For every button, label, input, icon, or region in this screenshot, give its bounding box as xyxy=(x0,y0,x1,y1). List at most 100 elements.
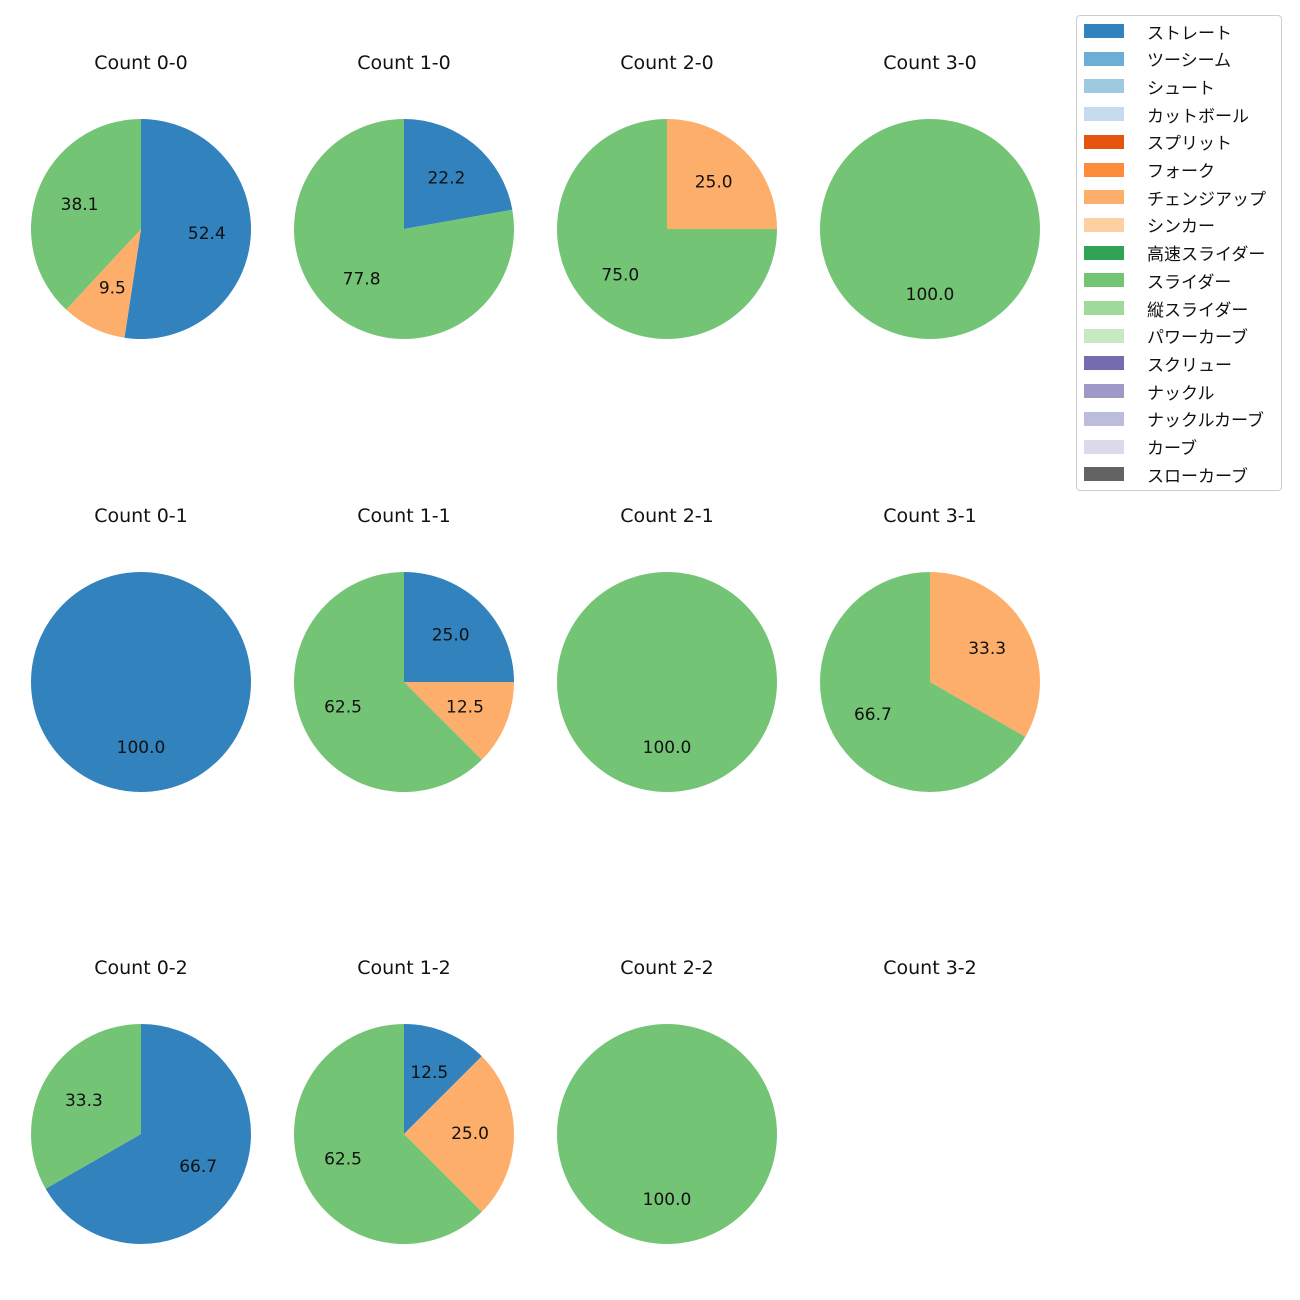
legend-item: ナックル xyxy=(1084,380,1215,404)
slice-value-label: 100.0 xyxy=(643,738,692,758)
legend-label: ナックル xyxy=(1147,383,1215,404)
pie-count-1-0: Count 1-0 22.2 77.8 xyxy=(294,52,514,339)
pie-count-0-1: Count 0-1 100.0 xyxy=(31,505,251,792)
legend-item: カットボール xyxy=(1084,103,1249,127)
slice-value-label: 66.7 xyxy=(854,705,892,725)
slice-value-label: 22.2 xyxy=(427,168,465,188)
pie-slice xyxy=(667,119,777,229)
legend: ストレートツーシームシュートカットボール スプリットフォークチェンジアップ シンカー… xyxy=(1076,15,1282,491)
pie-slice xyxy=(404,1056,514,1212)
pie-slice xyxy=(31,1024,141,1189)
pie-count-3-1: Count 3-1 33.3 66.7 xyxy=(820,505,1041,792)
slice-value-label: 100.0 xyxy=(906,285,955,305)
chart-title: Count 3-1 xyxy=(883,505,977,527)
pie-count-0-2: Count 0-2 66.7 33.3 xyxy=(31,957,251,1245)
legend-item: スプリット xyxy=(1084,131,1232,155)
chart-title: Count 0-1 xyxy=(94,505,188,527)
legend-item: ツーシーム xyxy=(1084,48,1232,72)
legend-label: スライダー xyxy=(1147,272,1232,293)
legend-swatch xyxy=(1084,162,1124,177)
chart-title: Count 1-1 xyxy=(357,505,451,527)
slice-value-label: 75.0 xyxy=(601,266,639,286)
slice-value-label: 52.4 xyxy=(188,224,226,244)
legend-swatch xyxy=(1084,107,1124,122)
chart-title: Count 1-0 xyxy=(357,52,451,74)
chart-title: Count 2-1 xyxy=(620,505,714,527)
legend-label: スプリット xyxy=(1147,134,1232,155)
pie-count-2-1: Count 2-1 100.0 xyxy=(557,505,777,792)
legend-swatch xyxy=(1084,411,1124,426)
legend-item: パワーカーブ xyxy=(1084,325,1248,349)
pie-slice xyxy=(404,682,514,760)
slice-value-label: 12.5 xyxy=(446,697,484,717)
pie-slice xyxy=(930,572,1041,737)
pie-slice xyxy=(293,1024,482,1244)
legend-label: ストレート xyxy=(1147,23,1232,44)
slice-value-label: 100.0 xyxy=(117,738,166,758)
legend-swatch xyxy=(1084,134,1124,149)
legend-label: ツーシーム xyxy=(1147,51,1232,72)
legend-item: シュート xyxy=(1084,75,1215,99)
chart-title: Count 3-2 xyxy=(883,957,977,979)
slice-value-label: 33.3 xyxy=(65,1091,103,1111)
pie-count-1-2: Count 1-2 12.5 25.0 62.5 xyxy=(293,957,514,1244)
pie-count-1-1: Count 1-1 25.0 12.5 62.5 xyxy=(293,505,514,792)
slice-value-label: 62.5 xyxy=(324,1149,362,1169)
legend-label: シュート xyxy=(1147,78,1215,99)
slice-value-label: 100.0 xyxy=(643,1190,692,1210)
legend-swatch xyxy=(1084,356,1124,371)
legend-swatch xyxy=(1084,301,1124,315)
legend-item: スクリュー xyxy=(1084,352,1232,376)
pie-slice xyxy=(124,119,252,339)
legend-label: スクリュー xyxy=(1147,355,1232,376)
legend-swatch xyxy=(1084,190,1124,205)
chart-title: Count 2-2 xyxy=(620,957,714,979)
legend-swatch xyxy=(1084,273,1124,288)
pie-slice xyxy=(293,572,482,792)
legend-item: ナックルカーブ xyxy=(1084,408,1264,432)
pie-slice xyxy=(31,572,251,792)
legend-label: スローカーブ xyxy=(1147,466,1248,487)
legend-swatch xyxy=(1084,79,1124,94)
legend-item: 縦スライダー xyxy=(1084,297,1249,321)
pie-count-3-0: Count 3-0 100.0 xyxy=(820,52,1040,339)
legend-item: カーブ xyxy=(1084,436,1197,459)
legend-swatch xyxy=(1084,24,1124,38)
legend-label: パワーカーブ xyxy=(1147,328,1248,349)
legend-label: 縦スライダー xyxy=(1147,300,1249,321)
pie-slice xyxy=(66,229,141,338)
pie-count-0-0: Count 0-0 52.4 9.5 38.1 xyxy=(30,52,252,339)
pie-count-3-2: Count 3-2 xyxy=(883,957,977,979)
pie-slice xyxy=(404,572,514,682)
legend-label: カーブ xyxy=(1147,439,1197,459)
chart-title: Count 0-2 xyxy=(94,957,188,979)
legend-item: シンカー xyxy=(1084,214,1215,238)
pie-slice xyxy=(294,119,514,339)
legend-label: フォーク xyxy=(1147,162,1215,182)
chart-title: Count 1-2 xyxy=(357,957,451,979)
legend-label: チェンジアップ xyxy=(1147,189,1266,210)
legend-swatch xyxy=(1084,467,1124,482)
legend-swatch xyxy=(1084,51,1124,66)
slice-value-label: 25.0 xyxy=(451,1124,489,1144)
legend-swatch xyxy=(1084,245,1124,260)
pie-slice xyxy=(557,119,777,339)
slice-value-label: 77.8 xyxy=(343,270,381,290)
slice-value-label: 25.0 xyxy=(432,625,470,645)
pie-slice xyxy=(404,119,513,229)
pie-slice xyxy=(557,1024,777,1244)
legend-item: チェンジアップ xyxy=(1084,186,1266,210)
chart-title: Count 3-0 xyxy=(883,52,977,74)
pie-slice xyxy=(404,1024,482,1134)
legend-label: ナックルカーブ xyxy=(1147,411,1264,432)
legend-label: カットボール xyxy=(1147,106,1249,127)
slice-value-label: 62.5 xyxy=(324,697,362,717)
legend-item: スローカーブ xyxy=(1084,463,1248,487)
pie-slice xyxy=(30,118,141,310)
chart-title: Count 0-0 xyxy=(94,52,188,74)
pie-slice xyxy=(45,1024,251,1245)
legend-label: シンカー xyxy=(1147,217,1215,238)
legend-swatch xyxy=(1084,439,1124,454)
pie-count-2-2: Count 2-2 100.0 xyxy=(557,957,777,1244)
